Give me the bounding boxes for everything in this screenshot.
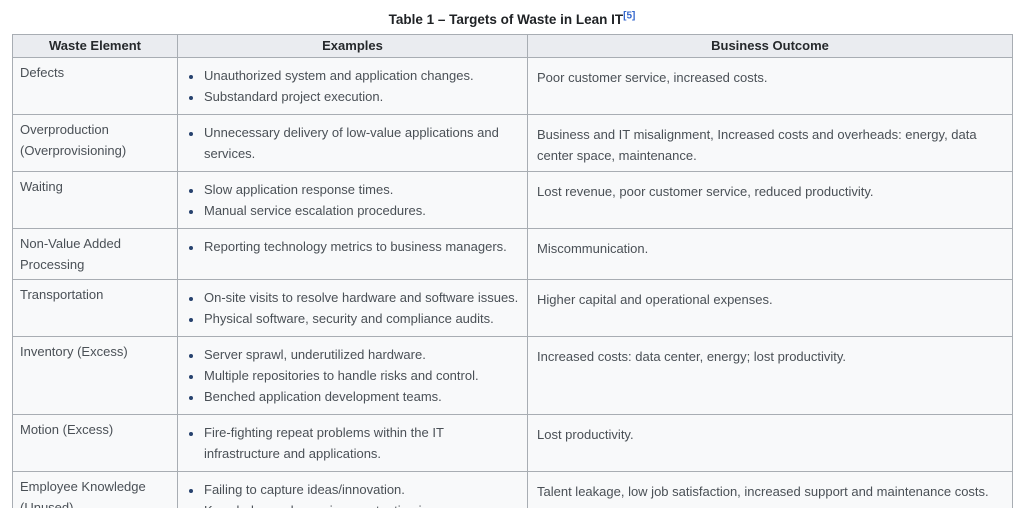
table-row: Motion (Excess) Fire-fighting repeat prob…: [12, 414, 1013, 472]
table-row: Inventory (Excess) Server sprawl, underut…: [12, 336, 1013, 415]
example-item: Substandard project execution.: [203, 86, 521, 107]
header-business-outcome: Business Outcome: [527, 34, 1013, 58]
business-outcome-cell: Miscommunication.: [527, 228, 1013, 280]
example-item: Failing to capture ideas/innovation.: [203, 479, 521, 500]
business-outcome-cell: Lost revenue, poor customer service, red…: [527, 171, 1013, 229]
example-item: On-site visits to resolve hardware and s…: [203, 287, 521, 308]
examples-list: Unauthorized system and application chan…: [203, 65, 521, 107]
waste-element-cell: Transportation: [12, 279, 178, 337]
table-row: Waiting Slow application response times.M…: [12, 171, 1013, 229]
table-row: Employee Knowledge (Unused) Failing to ca…: [12, 471, 1013, 508]
examples-list: On-site visits to resolve hardware and s…: [203, 287, 521, 329]
business-outcome-cell: Higher capital and operational expenses.: [527, 279, 1013, 337]
table-title-text: Table 1 – Targets of Waste in Lean IT: [388, 12, 624, 27]
examples-cell: Server sprawl, underutilized hardware.Mu…: [177, 336, 528, 415]
header-row: Waste Element Examples Business Outcome: [12, 34, 1013, 58]
examples-cell: Failing to capture ideas/innovation.Know…: [177, 471, 528, 508]
waste-element-cell: Non-Value Added Processing: [12, 228, 178, 280]
waste-element-cell: Motion (Excess): [12, 414, 178, 472]
waste-targets-table: Waste Element Examples Business Outcome …: [12, 34, 1013, 508]
examples-cell: Slow application response times.Manual s…: [177, 171, 528, 229]
waste-element-cell: Overproduction (Overprovisioning): [12, 114, 178, 172]
business-outcome-cell: Increased costs: data center, energy; lo…: [527, 336, 1013, 415]
examples-list: Reporting technology metrics to business…: [203, 236, 521, 257]
table-row: Non-Value Added Processing Reporting tech…: [12, 228, 1013, 280]
examples-cell: Reporting technology metrics to business…: [177, 228, 528, 280]
examples-list: Failing to capture ideas/innovation.Know…: [203, 479, 521, 508]
example-item: Server sprawl, underutilized hardware.: [203, 344, 521, 365]
business-outcome-cell: Talent leakage, low job satisfaction, in…: [527, 471, 1013, 508]
examples-list: Slow application response times.Manual s…: [203, 179, 521, 221]
example-item: Unauthorized system and application chan…: [203, 65, 521, 86]
examples-cell: On-site visits to resolve hardware and s…: [177, 279, 528, 337]
examples-list: Unnecessary delivery of low-value applic…: [203, 122, 521, 164]
table-row: Defects Unauthorized system and applicati…: [12, 57, 1013, 115]
example-item: Unnecessary delivery of low-value applic…: [203, 122, 521, 164]
table-title: Table 1 – Targets of Waste in Lean IT[5]: [0, 0, 1024, 34]
business-outcome-cell: Poor customer service, increased costs.: [527, 57, 1013, 115]
business-outcome-cell: Business and IT misalignment, Increased …: [527, 114, 1013, 172]
header-waste-element: Waste Element: [12, 34, 178, 58]
table-row: Transportation On-site visits to resolve …: [12, 279, 1013, 337]
reference-link[interactable]: [5]: [623, 10, 636, 22]
example-item: Manual service escalation procedures.: [203, 200, 521, 221]
examples-list: Fire-fighting repeat problems within the…: [203, 422, 521, 464]
examples-cell: Unnecessary delivery of low-value applic…: [177, 114, 528, 172]
business-outcome-cell: Lost productivity.: [527, 414, 1013, 472]
example-item: Fire-fighting repeat problems within the…: [203, 422, 521, 464]
waste-element-cell: Employee Knowledge (Unused): [12, 471, 178, 508]
table-row: Overproduction (Overprovisioning) Unneces…: [12, 114, 1013, 172]
examples-cell: Fire-fighting repeat problems within the…: [177, 414, 528, 472]
example-item: Physical software, security and complian…: [203, 308, 521, 329]
examples-list: Server sprawl, underutilized hardware.Mu…: [203, 344, 521, 407]
example-item: Slow application response times.: [203, 179, 521, 200]
example-item: Knowledge and experience retention issue…: [203, 500, 521, 508]
waste-element-cell: Defects: [12, 57, 178, 115]
example-item: Multiple repositories to handle risks an…: [203, 365, 521, 386]
table-body: Defects Unauthorized system and applicati…: [12, 57, 1013, 508]
example-item: Reporting technology metrics to business…: [203, 236, 521, 257]
header-examples: Examples: [177, 34, 528, 58]
waste-element-cell: Inventory (Excess): [12, 336, 178, 415]
examples-cell: Unauthorized system and application chan…: [177, 57, 528, 115]
waste-element-cell: Waiting: [12, 171, 178, 229]
example-item: Benched application development teams.: [203, 386, 521, 407]
